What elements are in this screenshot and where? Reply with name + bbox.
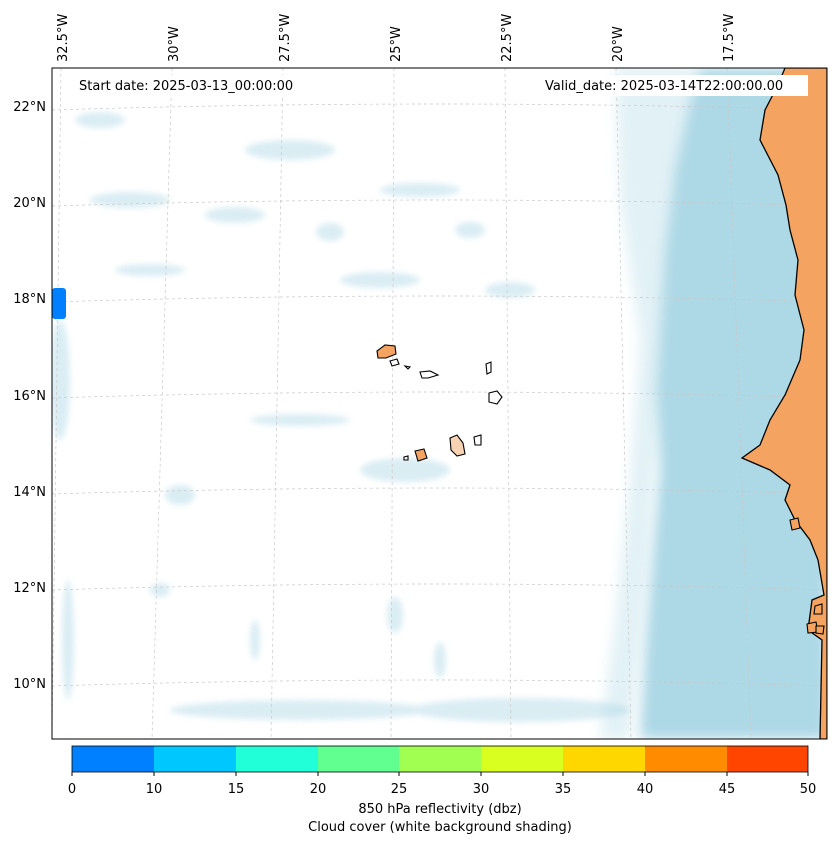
- reflectivity-echo: [52, 288, 66, 319]
- colorbar-segment: [72, 746, 154, 772]
- island-sao-vicente: [389, 358, 400, 367]
- lat-label: 16°N: [13, 389, 46, 404]
- cloud-patch: [455, 222, 485, 238]
- guinea-bissau-islands: [789, 517, 825, 635]
- island-boa-vista: [488, 390, 503, 405]
- cloud-patch: [75, 112, 125, 128]
- island-santo-antao: [376, 344, 397, 359]
- island-santiago: [449, 434, 466, 457]
- cloud-patch: [150, 583, 170, 597]
- colorbar-tick-label: 35: [555, 782, 572, 797]
- colorbar-segment: [727, 746, 808, 772]
- cloud-patch: [485, 282, 535, 298]
- colorbar-tick-label: 20: [310, 782, 327, 797]
- cloud-patch: [665, 475, 695, 525]
- cloud-patch: [316, 223, 344, 241]
- africa-coastline: [740, 68, 827, 739]
- lon-label: 32.5°W: [56, 14, 71, 62]
- lon-label: 22.5°W: [500, 14, 515, 62]
- cloud-patch: [52, 320, 70, 440]
- colorbar-tick-label: 25: [391, 782, 408, 797]
- colorbar-segment: [236, 746, 318, 772]
- colorbar-tick-label: 45: [719, 782, 736, 797]
- cloud-patch: [170, 700, 430, 720]
- lon-label: 17.5°W: [722, 14, 737, 62]
- colorbar-segment: [481, 746, 563, 772]
- coastal-cloud-band: [640, 68, 827, 739]
- lat-label: 10°N: [13, 677, 46, 692]
- colorbar-frame: [71, 745, 809, 773]
- colorbar-tick-label: 40: [637, 782, 654, 797]
- cloud-patch: [62, 580, 74, 700]
- island-brava: [403, 455, 409, 461]
- colorbar-tick-label: 0: [68, 782, 76, 797]
- start-date-label: Start date: 2025-03-13_00:00:00: [79, 79, 293, 94]
- lat-label: 20°N: [13, 196, 46, 211]
- island-santa-luzia: [403, 365, 412, 370]
- island-sal: [485, 361, 492, 375]
- island-fogo: [414, 448, 428, 462]
- lat-label: 14°N: [13, 485, 46, 500]
- lon-label: 30°W: [167, 26, 182, 62]
- cloud-patch: [250, 620, 260, 660]
- longitude-labels: 32.5°W 30°W 27.5°W 25°W 22.5°W 20°W 17.5…: [56, 14, 737, 62]
- cloud-cover-shading: [52, 68, 827, 739]
- colorbar-segment: [399, 746, 481, 772]
- valid-date-label: Valid_date: 2025-03-14T22:00:00.00: [545, 79, 783, 94]
- colorbar-segment: [563, 746, 645, 772]
- latitude-labels: 22°N 20°N 18°N 16°N 14°N 12°N 10°N: [13, 100, 46, 692]
- start-date-box: [70, 75, 318, 96]
- lon-label: 27.5°W: [278, 14, 293, 62]
- colorbar-sublabel: Cloud cover (white background shading): [308, 820, 572, 835]
- cloud-patch: [165, 485, 195, 505]
- cloud-patch: [380, 183, 460, 197]
- cloud-patch: [205, 207, 265, 223]
- cloud-patch: [434, 642, 446, 678]
- lat-label: 18°N: [13, 292, 46, 307]
- colorbar-tick-label: 10: [146, 782, 163, 797]
- cloud-patch: [360, 458, 450, 482]
- coastal-cloud-fringe: [600, 68, 700, 739]
- colorbar-label: 850 hPa reflectivity (dbz): [358, 802, 521, 817]
- cloud-patch: [115, 264, 185, 276]
- lat-label: 22°N: [13, 100, 46, 115]
- lon-label: 25°W: [389, 26, 404, 62]
- colorbar-tick-label: 50: [800, 782, 817, 797]
- cloud-patch: [387, 597, 403, 633]
- cloud-patch: [340, 272, 420, 288]
- colorbar-segment: [154, 746, 236, 772]
- cloud-patch: [250, 414, 350, 426]
- cloud-patch: [245, 140, 335, 160]
- colorbar-segment: [318, 746, 399, 772]
- colorbar-segment: [645, 746, 727, 772]
- graticule: [52, 68, 827, 739]
- colorbar-tick-label: 30: [473, 782, 490, 797]
- map-frame: [51, 67, 828, 740]
- island-sao-nicolau: [419, 370, 440, 379]
- valid-date-box: [538, 75, 808, 96]
- cloud-patch: [90, 192, 170, 208]
- map-panel: Start date: 2025-03-13_00:00:00 Valid_da…: [52, 68, 827, 739]
- lon-label: 20°W: [611, 26, 626, 62]
- island-maio: [473, 434, 482, 446]
- lat-label: 12°N: [13, 581, 46, 596]
- cape-verde-islands: [376, 344, 503, 462]
- cloud-patch: [410, 698, 630, 722]
- colorbar: 0 10 15 20 25 30 35 40 45 50 850 hPa ref…: [68, 745, 817, 835]
- colorbar-tick-label: 15: [228, 782, 245, 797]
